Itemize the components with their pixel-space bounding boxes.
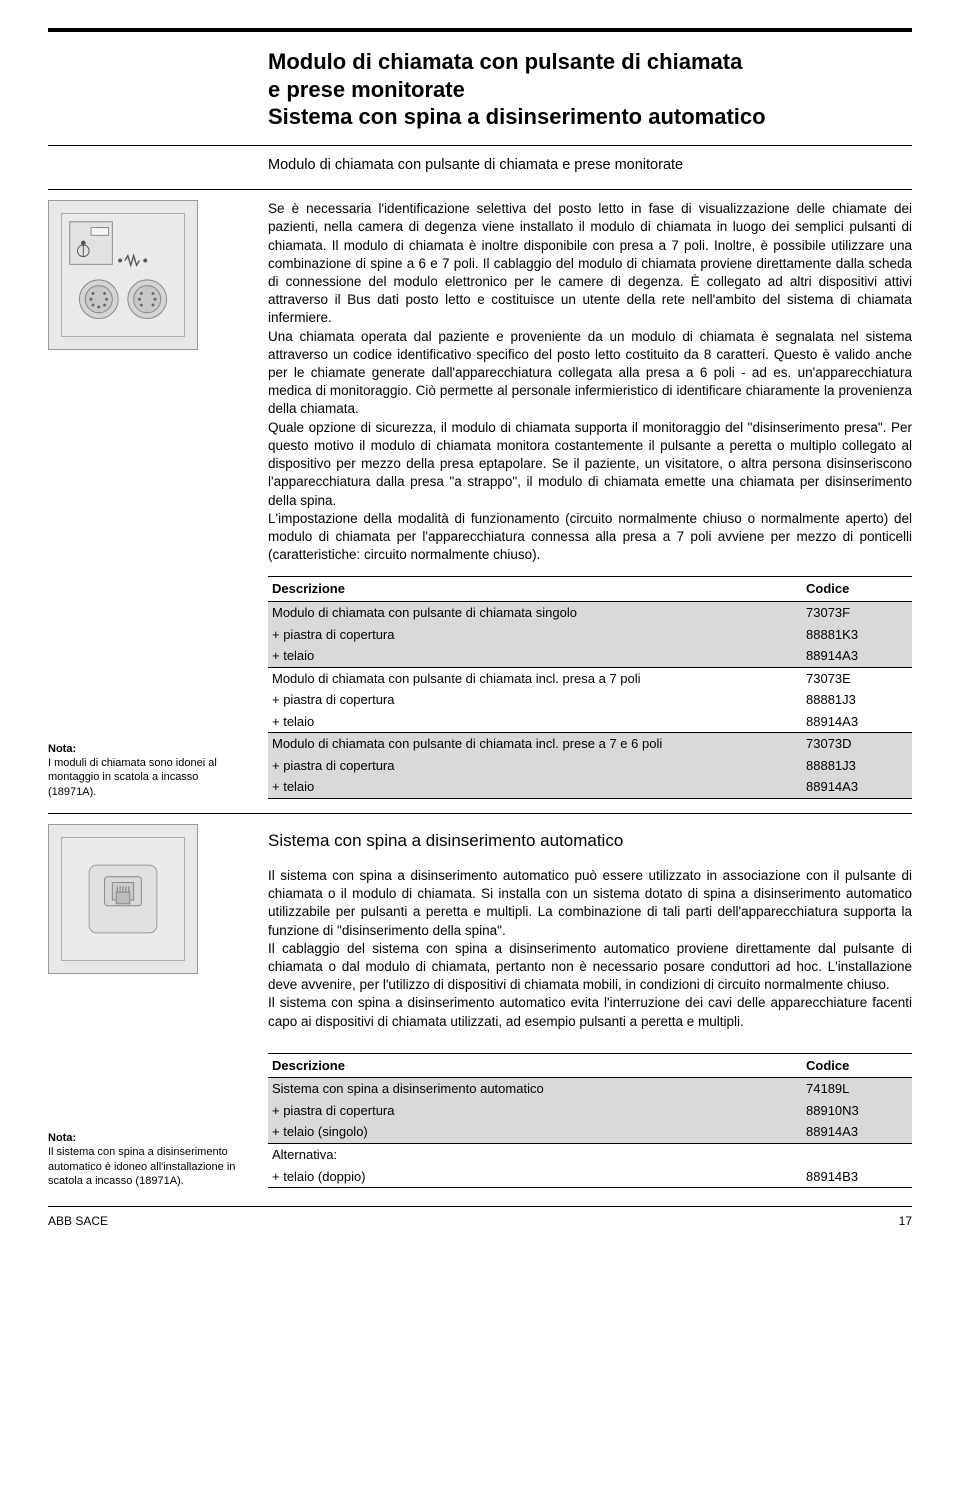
col-descrizione: Descrizione xyxy=(268,1053,802,1078)
cell-codice: 88914A3 xyxy=(802,776,912,798)
paragraph: L'impostazione della modalità di funzion… xyxy=(268,510,912,565)
table-row: + piastra di copertura88881K3 xyxy=(268,624,912,646)
cell-descrizione: + piastra di copertura xyxy=(268,624,802,646)
title-line-1: Modulo di chiamata con pulsante di chiam… xyxy=(268,49,742,74)
section-2-title: Sistema con spina a disinserimento autom… xyxy=(268,830,912,853)
paragraph: Una chiamata operata dal paziente e prov… xyxy=(268,328,912,419)
paragraph: Il sistema con spina a disinserimento au… xyxy=(268,867,912,940)
note-text: I moduli di chiamata sono idonei al mont… xyxy=(48,757,217,798)
page-title: Modulo di chiamata con pulsante di chiam… xyxy=(268,48,912,131)
cell-descrizione: + telaio (singolo) xyxy=(268,1121,802,1143)
cell-descrizione: Sistema con spina a disinserimento autom… xyxy=(268,1078,802,1100)
cell-descrizione: + telaio (doppio) xyxy=(268,1166,802,1188)
cell-descrizione: Modulo di chiamata con pulsante di chiam… xyxy=(268,601,802,623)
cell-descrizione: Alternativa: xyxy=(268,1144,802,1166)
page-number: 17 xyxy=(899,1213,912,1229)
table-row: + telaio88914A3 xyxy=(268,776,912,798)
footer-brand: ABB SACE xyxy=(48,1213,108,1229)
note-label: Nota: xyxy=(48,1132,76,1144)
note-1: Nota: I moduli di chiamata sono idonei a… xyxy=(48,742,240,799)
note-text: Il sistema con spina a disinserimento au… xyxy=(48,1146,235,1187)
col-codice: Codice xyxy=(802,1053,912,1078)
cell-codice: 88914A3 xyxy=(802,711,912,733)
table-row: Modulo di chiamata con pulsante di chiam… xyxy=(268,733,912,755)
cell-codice xyxy=(802,1144,912,1166)
plug-system-illustration xyxy=(48,824,198,974)
table-row: + telaio88914A3 xyxy=(268,645,912,667)
paragraph: Il cablaggio del sistema con spina a dis… xyxy=(268,940,912,995)
cell-codice: 88914B3 xyxy=(802,1166,912,1188)
note-label: Nota: xyxy=(48,743,76,755)
cell-descrizione: + piastra di copertura xyxy=(268,689,802,711)
table-row: Modulo di chiamata con pulsante di chiam… xyxy=(268,667,912,689)
table-row: + piastra di copertura88881J3 xyxy=(268,755,912,777)
cell-descrizione: + piastra di copertura xyxy=(268,755,802,777)
col-codice: Codice xyxy=(802,577,912,602)
table-row: + piastra di copertura88910N3 xyxy=(268,1100,912,1122)
title-line-3: Sistema con spina a disinserimento autom… xyxy=(268,104,766,129)
products-table-1: Descrizione Codice Modulo di chiamata co… xyxy=(268,576,912,798)
col-descrizione: Descrizione xyxy=(268,577,802,602)
cell-descrizione: + telaio xyxy=(268,645,802,667)
cell-descrizione: Modulo di chiamata con pulsante di chiam… xyxy=(268,733,802,755)
call-module-illustration xyxy=(48,200,198,350)
body-text-2: Il sistema con spina a disinserimento au… xyxy=(268,867,912,1031)
table-row: Sistema con spina a disinserimento autom… xyxy=(268,1078,912,1100)
paragraph: Quale opzione di sicurezza, il modulo di… xyxy=(268,419,912,510)
subtitle: Modulo di chiamata con pulsante di chiam… xyxy=(268,156,912,176)
paragraph: Il sistema con spina a disinserimento au… xyxy=(268,994,912,1030)
table-row: Modulo di chiamata con pulsante di chiam… xyxy=(268,601,912,623)
table-row: + telaio (doppio)88914B3 xyxy=(268,1166,912,1188)
cell-codice: 74189L xyxy=(802,1078,912,1100)
cell-codice: 88881K3 xyxy=(802,624,912,646)
title-line-2: e prese monitorate xyxy=(268,77,465,102)
products-table-2: Descrizione Codice Sistema con spina a d… xyxy=(268,1053,912,1188)
body-text-1: Se è necessaria l'identificazione selett… xyxy=(268,200,912,564)
table-row: Alternativa: xyxy=(268,1144,912,1166)
cell-codice: 88914A3 xyxy=(802,645,912,667)
cell-codice: 73073D xyxy=(802,733,912,755)
cell-descrizione: + telaio xyxy=(268,711,802,733)
cell-descrizione: Modulo di chiamata con pulsante di chiam… xyxy=(268,667,802,689)
cell-codice: 73073F xyxy=(802,601,912,623)
cell-codice: 88914A3 xyxy=(802,1121,912,1143)
paragraph: Se è necessaria l'identificazione selett… xyxy=(268,200,912,328)
table-row: + piastra di copertura88881J3 xyxy=(268,689,912,711)
cell-codice: 73073E xyxy=(802,667,912,689)
cell-codice: 88881J3 xyxy=(802,755,912,777)
table-row: + telaio (singolo)88914A3 xyxy=(268,1121,912,1143)
cell-descrizione: + piastra di copertura xyxy=(268,1100,802,1122)
table-row: + telaio88914A3 xyxy=(268,711,912,733)
note-2: Nota: Il sistema con spina a disinserime… xyxy=(48,1131,240,1188)
cell-codice: 88881J3 xyxy=(802,689,912,711)
cell-descrizione: + telaio xyxy=(268,776,802,798)
cell-codice: 88910N3 xyxy=(802,1100,912,1122)
